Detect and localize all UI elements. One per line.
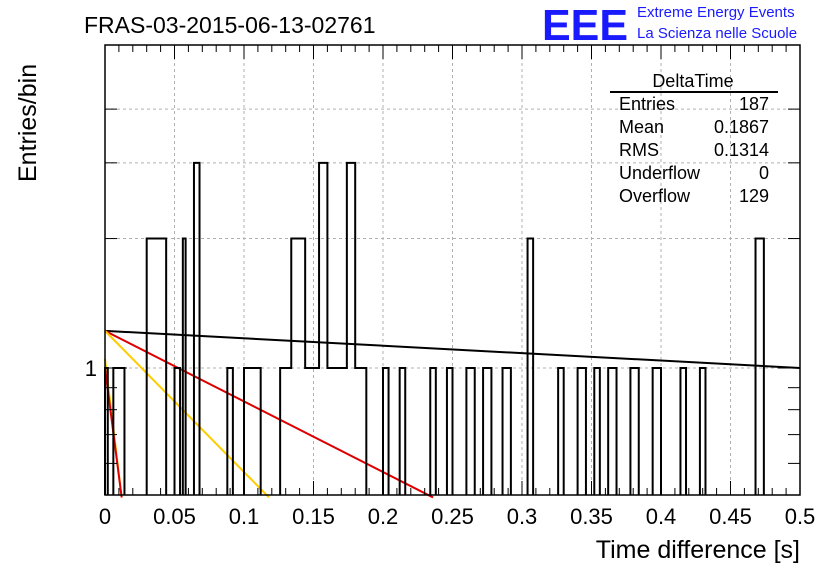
fit-line — [104, 330, 270, 499]
stats-row-label: Entries — [619, 94, 675, 114]
x-tick-label: 0.4 — [646, 504, 677, 529]
logo-line-2: La Scienza nelle Scuole — [637, 25, 797, 42]
fit-line — [104, 329, 801, 369]
histogram-outline — [104, 161, 765, 495]
grid — [105, 45, 800, 495]
stats-row-value: 187 — [739, 94, 769, 114]
x-tick-label: 0.2 — [368, 504, 399, 529]
stats-row-value: 0.1314 — [714, 140, 769, 160]
stats-row-label: RMS — [619, 140, 659, 160]
stats-row-label: Underflow — [619, 163, 701, 183]
x-tick-label: 0.35 — [570, 504, 613, 529]
stats-row-value: 0.1867 — [714, 117, 769, 137]
y-tick-label: 1 — [85, 356, 97, 381]
chart-title: FRAS-03-2015-06-13-02761 — [84, 12, 376, 38]
y-axis-label: Entries/bin — [14, 64, 42, 182]
x-tick-label: 0.05 — [153, 504, 196, 529]
logo-mark: EEE — [542, 1, 628, 50]
x-tick-label: 0 — [99, 504, 111, 529]
x-tick-label: 0.1 — [229, 504, 260, 529]
stats-title: DeltaTime — [652, 71, 733, 91]
eee-logo: EEE Extreme Energy Events La Scienza nel… — [542, 1, 797, 50]
x-tick-label: 0.3 — [507, 504, 538, 529]
stats-row-value: 129 — [739, 186, 769, 206]
x-tick-label: 0.25 — [431, 504, 474, 529]
stats-row-label: Mean — [619, 117, 664, 137]
stats-row-label: Overflow — [619, 186, 691, 206]
y-axis-ticks: 1 — [85, 108, 800, 464]
x-axis-label: Time difference [s] — [596, 536, 800, 564]
fit-line — [104, 329, 434, 499]
logo-line-1: Extreme Energy Events — [637, 4, 795, 21]
stats-box: DeltaTime Entries 187 Mean 0.1867 RMS 0.1314 U… — [610, 71, 778, 206]
x-tick-label: 0.45 — [709, 504, 752, 529]
x-tick-label: 0.5 — [785, 504, 816, 529]
x-tick-label: 0.15 — [292, 504, 335, 529]
stats-row-value: 0 — [759, 163, 769, 183]
x-axis-ticks: 0 0.05 0.1 0.15 0.2 0.25 0.3 0.35 0.4 0.45 0.5 — [99, 45, 815, 529]
